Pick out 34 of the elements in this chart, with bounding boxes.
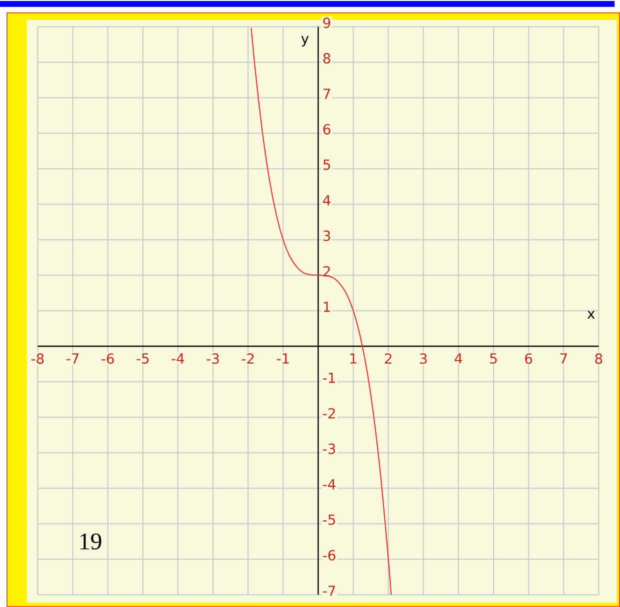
y-tick-label: -3 xyxy=(323,443,336,454)
x-tick-label: 3 xyxy=(420,353,427,364)
y-tick-label: 7 xyxy=(323,88,330,99)
y-tick-label: 9 xyxy=(323,17,330,28)
y-tick-label: -6 xyxy=(323,550,336,560)
y-tick-label: -5 xyxy=(323,514,335,525)
y-tick-label: -7 xyxy=(323,586,335,596)
x-tick-label: 8 xyxy=(595,353,602,364)
y-tick-label: 1 xyxy=(324,302,330,312)
y-tick-label: -4 xyxy=(323,479,336,490)
x-tick-label: 7 xyxy=(560,353,567,364)
y-tick-label: 5 xyxy=(323,160,330,170)
x-tick-label: 1 xyxy=(350,353,356,364)
x-tick-label: -1 xyxy=(276,353,289,364)
y-tick-label: -1 xyxy=(323,372,335,383)
x-tick-label: -3 xyxy=(206,353,219,364)
x-tick-label: -2 xyxy=(242,353,254,364)
y-tick-label: 3 xyxy=(323,230,330,241)
y-tick-label: -2 xyxy=(323,408,335,418)
x-tick-label: -4 xyxy=(172,353,184,364)
x-axis-title: x xyxy=(587,310,595,319)
y-tick-label: 4 xyxy=(323,195,330,206)
x-tick-label: -5 xyxy=(136,353,149,364)
x-tick-label: -7 xyxy=(66,353,78,364)
y-axis-title: y xyxy=(301,36,309,46)
x-tick-label: 5 xyxy=(490,353,497,364)
x-tick-label: -8 xyxy=(31,353,44,364)
x-tick-label: -6 xyxy=(102,353,114,364)
y-tick-label: 8 xyxy=(323,52,330,64)
x-tick-label: 2 xyxy=(384,353,392,364)
y-tick-label: 6 xyxy=(323,124,330,134)
annotation: 19 xyxy=(80,533,102,550)
x-tick-label: 4 xyxy=(454,353,462,364)
x-tick-label: 6 xyxy=(525,353,532,364)
